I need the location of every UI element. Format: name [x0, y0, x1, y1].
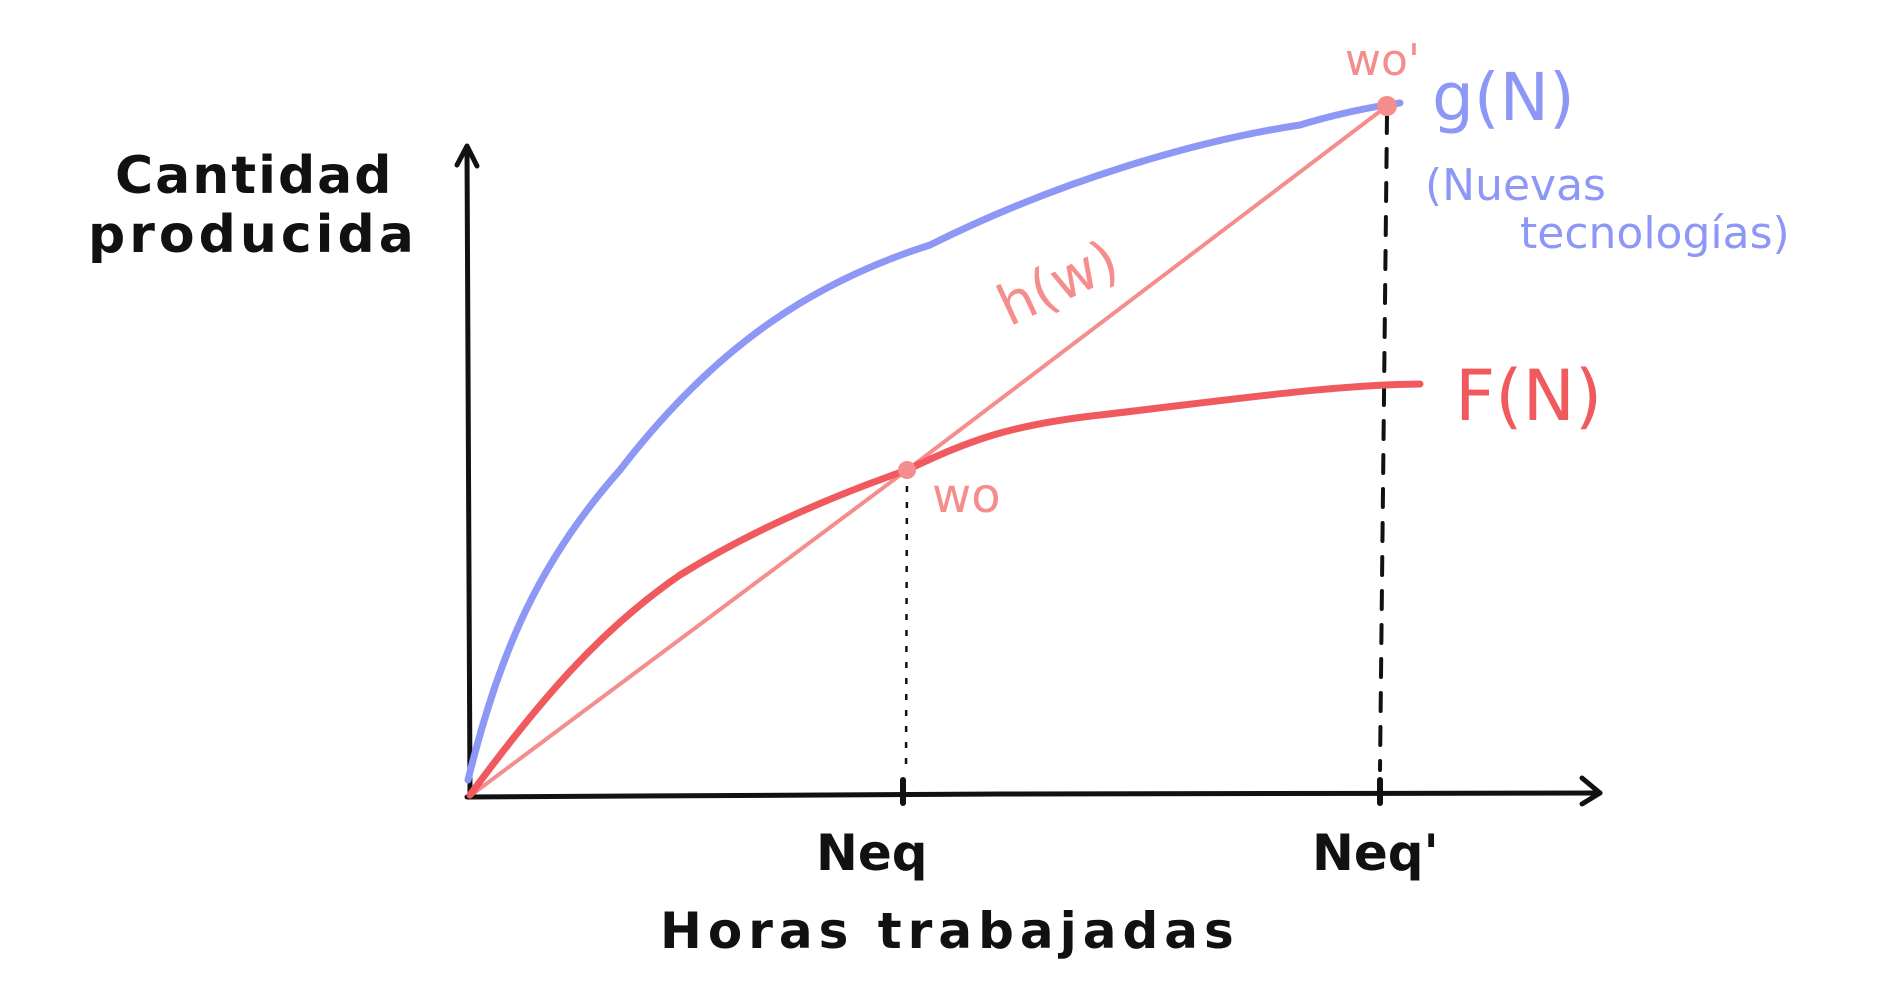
y-axis-label-line2: producida [88, 205, 418, 265]
dashed-guides [904, 113, 1389, 772]
x-axis-arrowhead [1579, 775, 1603, 807]
tick-neq-prime-label: Neq' [1312, 824, 1439, 882]
y-axis-arrowhead [454, 143, 480, 169]
x-axis [464, 790, 1603, 800]
dashed-line-neq [904, 469, 909, 771]
line-h-label: h(w) [988, 228, 1129, 340]
h-line [468, 104, 1389, 798]
dashed-line-neq-prime [1378, 113, 1389, 772]
point-w0-prime [1377, 96, 1397, 116]
axes [454, 143, 1603, 807]
y-axis [464, 145, 473, 798]
x-axis-label: Horas trabajadas [660, 902, 1240, 960]
y-axis-label-line1: Cantidad [115, 146, 394, 206]
curve-g-label: g(N) [1432, 59, 1575, 136]
curve-f-label: F(N) [1455, 355, 1602, 437]
g-curve [464, 99, 1404, 784]
curve-g-note-line1: (Nuevas [1425, 160, 1606, 211]
f-curve [466, 380, 1424, 799]
point-w0-label: wo [932, 468, 1001, 524]
curve-g-note-line2: tecnologías) [1520, 208, 1790, 259]
tick-neq-label: Neq [816, 824, 928, 882]
point-w0 [898, 461, 916, 479]
point-w0-prime-label: wo' [1345, 35, 1420, 86]
